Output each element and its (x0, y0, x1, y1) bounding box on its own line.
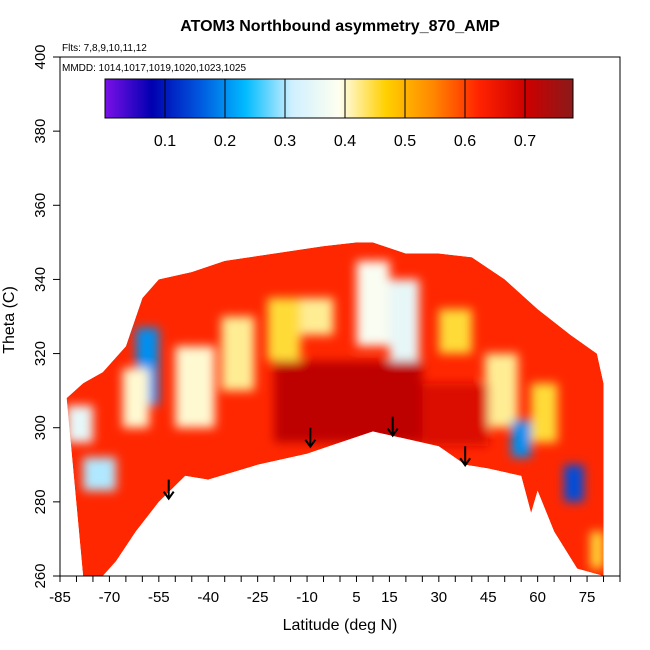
y-tick-label: 360 (32, 193, 49, 218)
plot-area (66, 242, 604, 576)
colorbar-tick-label: 0.4 (334, 133, 356, 150)
x-tick-label: -10 (296, 589, 318, 606)
heatmap-region (66, 405, 93, 443)
x-axis-label: Latitude (deg N) (283, 617, 398, 634)
colorbar-tick-label: 0.2 (214, 133, 236, 150)
y-tick-label: 320 (32, 341, 49, 366)
heatmap-region (531, 383, 558, 443)
colorbar-tick-label: 0.5 (394, 133, 416, 150)
x-tick-label: -25 (247, 589, 269, 606)
y-axis-label: Theta (C) (1, 286, 18, 354)
y-tick-label: 260 (32, 563, 49, 588)
heatmap-region (422, 383, 489, 447)
chart-title: ATOM3 Northbound asymmetry_870_AMP (180, 18, 500, 35)
arrow-marker (459, 446, 471, 467)
heatmap-region (511, 420, 532, 458)
x-tick-label: -55 (148, 589, 170, 606)
heatmap-region (564, 464, 584, 502)
heatmap-region (267, 297, 301, 361)
heatmap-region (484, 353, 518, 428)
dates-annotation: MMDD: 1014,1017,1019,1020,1023,1025 (62, 63, 246, 74)
flights-annotation: Flts: 7,8,9,10,11,12 (62, 43, 147, 54)
x-tick-label: 15 (381, 589, 398, 606)
heatmap-region (300, 297, 334, 336)
heatmap-region (83, 457, 116, 491)
colorbar-tick-label: 0.7 (514, 133, 536, 150)
heatmap-region (175, 346, 215, 428)
x-tick-label: 60 (529, 589, 546, 606)
arrow-marker (162, 479, 175, 501)
axes: -85 -70 -55 -40 -25 -10 5 15 30 45 60 75 260 280 300 32… (32, 44, 621, 606)
heatmap-region (356, 260, 390, 347)
heatmap-region (122, 368, 149, 428)
x-tick-label: 5 (352, 589, 360, 606)
y-tick-label: 280 (32, 489, 49, 514)
heatmap-region (438, 309, 472, 354)
y-tick-label: 300 (32, 415, 49, 440)
heatmap-region (221, 316, 255, 391)
x-tick-label: -85 (49, 589, 71, 606)
colorbar: 0.1 0.2 0.3 0.4 0.5 0.6 0.7 (104, 78, 574, 150)
heatmap-region (590, 531, 604, 569)
x-tick-label: -70 (99, 589, 121, 606)
colorbar-tick-label: 0.6 (454, 133, 476, 150)
y-tick-label: 400 (32, 44, 49, 69)
x-tick-label: 75 (579, 589, 596, 606)
colorbar-tick-label: 0.1 (154, 133, 176, 150)
arrow-marker (386, 416, 399, 438)
y-tick-label: 340 (32, 267, 49, 292)
arrow-marker (304, 427, 317, 449)
x-tick-label: 45 (480, 589, 497, 606)
y-tick-label: 380 (32, 119, 49, 144)
x-tick-label: -40 (197, 589, 219, 606)
colorbar-tick-label: 0.3 (274, 133, 296, 150)
heatmap-region (274, 360, 423, 443)
x-tick-label: 30 (430, 589, 447, 606)
colorbar-gradient (104, 78, 574, 119)
